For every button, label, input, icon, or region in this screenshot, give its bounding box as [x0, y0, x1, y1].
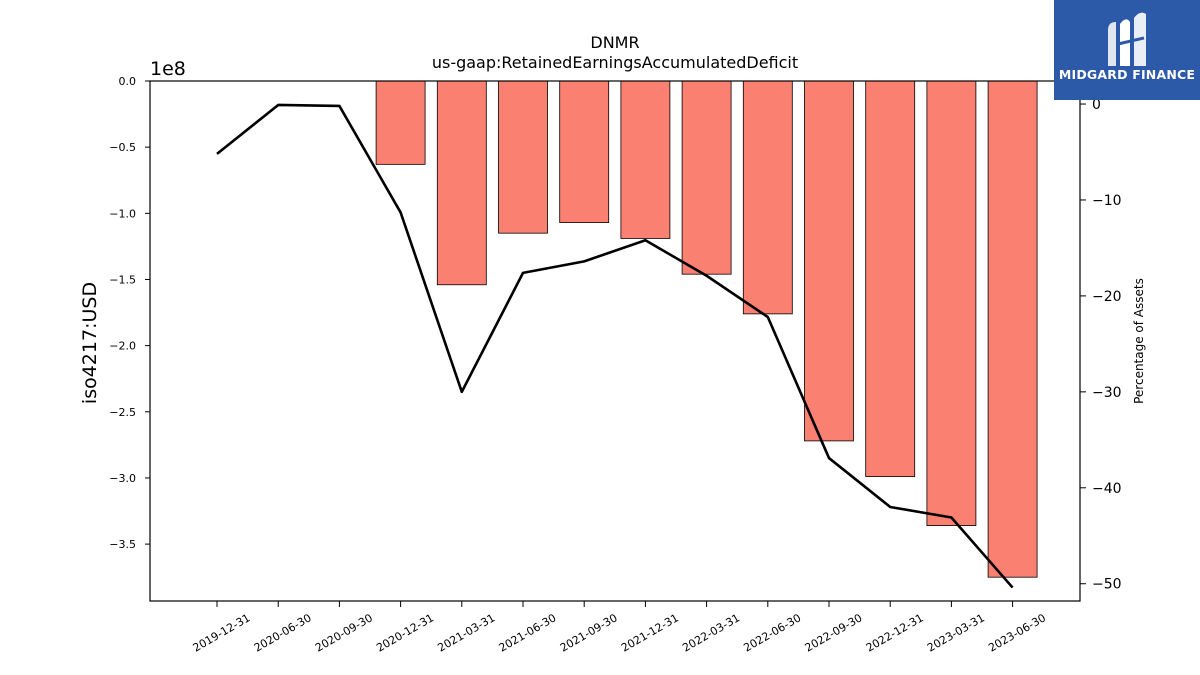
bar-2021-06-30 [498, 80, 548, 234]
chart-title: DNMR [590, 33, 639, 52]
y2-axis-label: Percentage of Assets [1132, 278, 1146, 404]
x-tick-label: 2022-09-30 [803, 611, 865, 654]
bar-2022-06-30 [742, 80, 793, 315]
plot-frame [149, 80, 1081, 602]
x-tick-label: 2021-06-30 [497, 611, 559, 654]
y-tick-label: 0.0 [119, 75, 137, 88]
y2-tick-label: −30 [1092, 385, 1122, 401]
x-tick-label: 2020-09-30 [313, 611, 375, 654]
y2-tick-label: −50 [1092, 577, 1122, 593]
y-axis-label: iso4217:USD [79, 282, 101, 404]
x-axis: 2019-12-31 2020-06-30 2020-09-30 2020-12-31… [191, 601, 1048, 655]
x-tick-label: 2020-06-30 [252, 611, 314, 654]
y-tick-label: −0.5 [109, 141, 136, 154]
y2-tick-label: 0 [1092, 97, 1101, 113]
y-tick-label: −1.0 [109, 207, 136, 220]
y-tick-label: −3.5 [109, 538, 136, 551]
x-tick-label: 2021-03-31 [435, 611, 497, 654]
y-tick-label: −2.0 [109, 340, 136, 353]
x-tick-label: 2021-12-31 [619, 611, 681, 654]
x-tick-label: 2022-03-31 [680, 611, 742, 654]
right-axis: 0 −10 −20 −30 −40 −50 [1080, 97, 1122, 593]
y-offset-label: 1e8 [150, 58, 186, 80]
y-tick-label: −2.5 [109, 406, 136, 419]
bar-2021-09-30 [559, 80, 610, 223]
x-tick-label: 2022-12-31 [864, 611, 926, 654]
logo: MIDGARD FINANCE [1054, 0, 1200, 100]
x-tick-label: 2022-06-30 [741, 611, 803, 654]
y-tick-label: −1.5 [109, 273, 136, 286]
x-tick-label: 2020-12-31 [374, 611, 436, 654]
y-tick-label: −3.0 [109, 472, 136, 485]
bar-2022-09-30 [804, 80, 854, 442]
logo-text: MIDGARD FINANCE [1058, 67, 1196, 82]
bar-2021-03-31 [436, 80, 487, 286]
chart-subtitle: us-gaap:RetainedEarningsAccumulatedDefic… [432, 53, 798, 72]
logo-mark-icon [1108, 12, 1146, 67]
y2-tick-label: −20 [1092, 289, 1122, 305]
bars-layer [375, 80, 1038, 578]
y2-tick-label: −40 [1092, 481, 1122, 497]
y2-tick-label: −10 [1092, 193, 1122, 209]
x-tick-label: 2023-06-30 [986, 611, 1048, 654]
bar-2020-12-31 [375, 80, 426, 165]
bar-2023-03-31 [926, 80, 977, 526]
x-tick-label: 2023-03-31 [925, 611, 987, 654]
x-tick-label: 2019-12-31 [191, 611, 253, 654]
percentage-line [216, 103, 1014, 589]
line-layer [216, 103, 1014, 589]
x-tick-label: 2021-09-30 [558, 611, 620, 654]
bar-2022-12-31 [865, 80, 916, 478]
bar-2021-12-31 [620, 80, 671, 239]
bar-2022-03-31 [681, 80, 732, 275]
left-axis: 0.0 −0.5 −1.0 −1.5 −2.0 −2.5 −3.0 −3.5 [109, 75, 150, 551]
bar-2023-06-30 [987, 80, 1038, 578]
